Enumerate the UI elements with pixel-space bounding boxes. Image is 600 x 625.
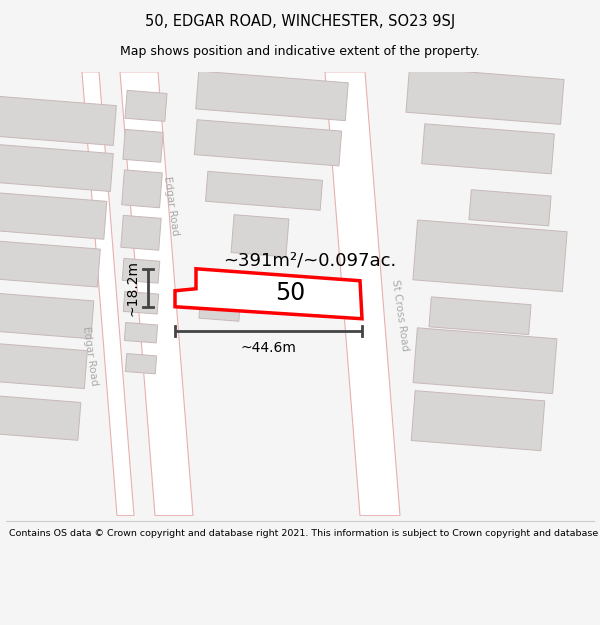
- Text: 50: 50: [275, 281, 305, 305]
- Polygon shape: [206, 171, 322, 210]
- Text: 50, EDGAR ROAD, WINCHESTER, SO23 9SJ: 50, EDGAR ROAD, WINCHESTER, SO23 9SJ: [145, 14, 455, 29]
- Polygon shape: [0, 144, 113, 191]
- Polygon shape: [413, 328, 557, 394]
- Polygon shape: [0, 395, 81, 441]
- Polygon shape: [175, 269, 362, 319]
- Polygon shape: [125, 91, 167, 121]
- Polygon shape: [429, 297, 531, 334]
- Polygon shape: [125, 354, 157, 374]
- Text: Edgar Road: Edgar Road: [162, 176, 180, 236]
- Polygon shape: [231, 215, 289, 257]
- Polygon shape: [406, 68, 564, 124]
- Text: Edgar Road: Edgar Road: [81, 326, 99, 386]
- Polygon shape: [469, 190, 551, 226]
- Polygon shape: [199, 290, 241, 321]
- Polygon shape: [0, 192, 107, 239]
- Text: ~391m²/~0.097ac.: ~391m²/~0.097ac.: [223, 252, 397, 270]
- Polygon shape: [122, 258, 160, 283]
- Polygon shape: [0, 96, 116, 146]
- Polygon shape: [120, 72, 193, 516]
- Text: ~44.6m: ~44.6m: [240, 341, 296, 355]
- Polygon shape: [0, 241, 100, 287]
- Polygon shape: [0, 343, 88, 389]
- Text: St Cross Road: St Cross Road: [390, 279, 410, 352]
- Polygon shape: [123, 129, 163, 162]
- Polygon shape: [121, 216, 161, 250]
- Text: Contains OS data © Crown copyright and database right 2021. This information is : Contains OS data © Crown copyright and d…: [9, 529, 600, 538]
- Polygon shape: [194, 120, 341, 166]
- Polygon shape: [196, 71, 348, 121]
- Polygon shape: [122, 170, 163, 208]
- Polygon shape: [413, 220, 567, 291]
- Text: Map shows position and indicative extent of the property.: Map shows position and indicative extent…: [120, 44, 480, 58]
- Polygon shape: [0, 292, 94, 339]
- Polygon shape: [422, 124, 554, 174]
- Polygon shape: [411, 391, 545, 451]
- Text: ~18.2m: ~18.2m: [126, 260, 140, 316]
- Polygon shape: [124, 322, 158, 343]
- Polygon shape: [82, 72, 134, 516]
- Polygon shape: [123, 291, 159, 314]
- Polygon shape: [325, 72, 400, 516]
